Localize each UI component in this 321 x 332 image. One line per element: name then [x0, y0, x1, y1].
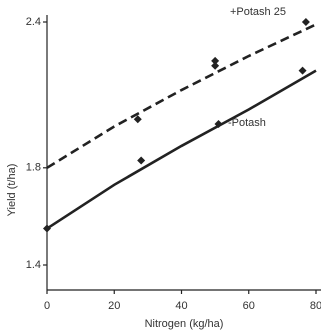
data-point [211, 61, 220, 70]
y-tick-label: 1.8 [26, 162, 41, 174]
y-axis-label: Yield (t/ha) [6, 164, 18, 217]
fit-curve [46, 23, 317, 169]
data-point [298, 66, 307, 75]
series-label: +Potash 25 [230, 6, 286, 18]
fit-curve [46, 69, 317, 230]
series-label: -Potash [228, 117, 266, 129]
x-axis-label: Nitrogen (kg/ha) [145, 318, 224, 330]
x-tick-label: 40 [175, 300, 187, 312]
y-tick-label: 2.4 [26, 16, 41, 28]
data-point [214, 120, 223, 129]
x-tick-label: 80 [310, 300, 321, 312]
data-point [43, 224, 51, 233]
x-tick-label: 0 [44, 300, 50, 312]
y-tick-label: 1.4 [26, 259, 41, 271]
x-tick-label: 20 [108, 300, 120, 312]
data-point [301, 18, 310, 26]
data-point [211, 56, 220, 65]
data-point [137, 156, 146, 165]
data-point [133, 115, 142, 124]
x-tick-label: 60 [243, 300, 255, 312]
